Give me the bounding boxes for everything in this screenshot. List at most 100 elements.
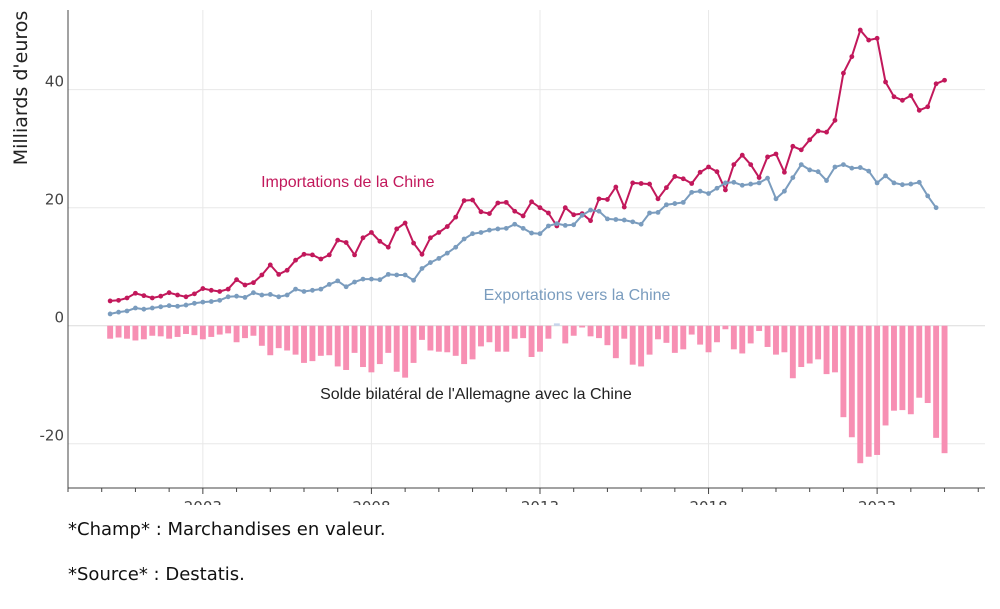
exports-point-77 bbox=[756, 180, 762, 186]
imports-point-20 bbox=[276, 271, 282, 277]
balance-bar-58 bbox=[596, 325, 602, 339]
exports-point-85 bbox=[824, 178, 829, 183]
imports-line bbox=[110, 29, 945, 302]
imports-point-52 bbox=[546, 210, 551, 216]
x-tick-label-2023: 2023 bbox=[858, 498, 896, 505]
balance-bar-59 bbox=[604, 325, 611, 346]
balance-bar-30 bbox=[360, 325, 366, 368]
imports-point-66 bbox=[664, 185, 669, 191]
exports-point-5 bbox=[149, 305, 155, 311]
note-champ: *Champ* : Marchandises en valeur. bbox=[68, 519, 386, 540]
imports-point-38 bbox=[428, 235, 433, 241]
exports-point-41 bbox=[453, 244, 459, 250]
exports-point-54 bbox=[562, 222, 568, 228]
exports-point-22 bbox=[293, 286, 298, 292]
balance-bar-98 bbox=[933, 325, 940, 438]
exports-point-48 bbox=[512, 221, 518, 227]
exports-point-9 bbox=[183, 302, 189, 308]
exports-point-80 bbox=[782, 188, 787, 194]
note-source: *Source* : Destatis. bbox=[68, 564, 245, 585]
balance-bar-23 bbox=[301, 325, 307, 363]
exports-point-92 bbox=[883, 173, 888, 179]
exports-point-46 bbox=[495, 226, 501, 232]
exports-point-49 bbox=[520, 225, 526, 231]
exports-point-90 bbox=[866, 168, 872, 174]
exports-point-65 bbox=[655, 210, 661, 215]
balance-bar-68 bbox=[680, 325, 687, 350]
balance-bar-36 bbox=[410, 325, 417, 363]
imports-point-36 bbox=[411, 240, 416, 246]
balance-bar-35 bbox=[402, 325, 409, 378]
exports-point-58 bbox=[596, 208, 602, 214]
exports-point-86 bbox=[832, 164, 838, 170]
imports-point-32 bbox=[377, 238, 383, 244]
balance-bar-32 bbox=[376, 325, 383, 365]
imports-point-27 bbox=[335, 237, 341, 243]
balance-bar-48 bbox=[511, 325, 518, 339]
balance-bar-26 bbox=[326, 325, 333, 356]
imports-point-67 bbox=[672, 174, 678, 179]
imports-point-3 bbox=[133, 290, 138, 296]
balance-bar-61 bbox=[621, 325, 628, 339]
balance-bar-83 bbox=[806, 325, 813, 364]
balance-bar-52 bbox=[545, 325, 552, 339]
exports-point-57 bbox=[588, 207, 593, 213]
balance-bar-12 bbox=[208, 325, 215, 337]
balance-bar-65 bbox=[655, 325, 661, 340]
imports-point-92 bbox=[883, 79, 888, 85]
imports-point-72 bbox=[714, 169, 720, 175]
balance-bar-8 bbox=[174, 325, 181, 337]
imports-point-45 bbox=[487, 211, 492, 216]
annotations-layer: Importations de la Chine Exportations ver… bbox=[261, 174, 670, 403]
imports-point-22 bbox=[293, 257, 298, 263]
exports-point-91 bbox=[874, 180, 880, 186]
exports-point-31 bbox=[369, 276, 374, 282]
exports-point-62 bbox=[630, 219, 636, 225]
exports-point-50 bbox=[529, 230, 534, 236]
imports-point-54 bbox=[562, 205, 568, 211]
exports-point-4 bbox=[141, 306, 147, 312]
exports-point-26 bbox=[326, 282, 332, 287]
exports-point-94 bbox=[900, 182, 905, 188]
y-tick-label-40: 40 bbox=[45, 73, 64, 91]
grid-layer bbox=[68, 10, 985, 488]
imports-point-6 bbox=[158, 293, 164, 299]
balance-bar-15 bbox=[233, 325, 240, 343]
imports-point-48 bbox=[512, 208, 518, 214]
balance-bar-69 bbox=[688, 325, 695, 335]
exports-point-73 bbox=[723, 180, 728, 186]
imports-point-33 bbox=[385, 244, 391, 250]
imports-point-17 bbox=[251, 280, 256, 286]
exports-point-68 bbox=[680, 199, 686, 205]
exports-point-43 bbox=[470, 231, 475, 237]
lines-layer bbox=[107, 27, 947, 317]
balance-bar-38 bbox=[427, 325, 434, 351]
imports-point-97 bbox=[925, 104, 931, 110]
exports-point-23 bbox=[301, 289, 307, 294]
imports-point-74 bbox=[731, 162, 737, 168]
exports-point-96 bbox=[916, 179, 922, 185]
imports-point-42 bbox=[461, 198, 467, 204]
balance-bar-19 bbox=[267, 325, 274, 356]
imports-point-82 bbox=[798, 147, 804, 153]
imports-point-15 bbox=[234, 277, 239, 283]
exports-point-69 bbox=[689, 189, 695, 195]
imports-point-50 bbox=[529, 199, 534, 205]
exports-point-16 bbox=[242, 294, 248, 300]
exports-point-20 bbox=[276, 294, 282, 300]
balance-bar-76 bbox=[747, 325, 754, 344]
exports-point-52 bbox=[546, 223, 551, 229]
balance-bar-39 bbox=[435, 325, 442, 352]
exports-point-76 bbox=[748, 181, 754, 187]
balance-bar-99 bbox=[941, 325, 948, 454]
balance-bar-31 bbox=[368, 325, 375, 373]
labels-layer: Milliards d'euros bbox=[10, 11, 32, 166]
balance-bar-3 bbox=[132, 325, 139, 341]
imports-point-5 bbox=[149, 295, 155, 301]
balance-bar-45 bbox=[486, 325, 493, 343]
balance-bar-5 bbox=[149, 325, 156, 336]
imports-point-59 bbox=[605, 197, 610, 202]
exports-point-98 bbox=[933, 205, 939, 211]
exports-point-61 bbox=[621, 217, 627, 223]
balance-bar-80 bbox=[781, 325, 788, 353]
